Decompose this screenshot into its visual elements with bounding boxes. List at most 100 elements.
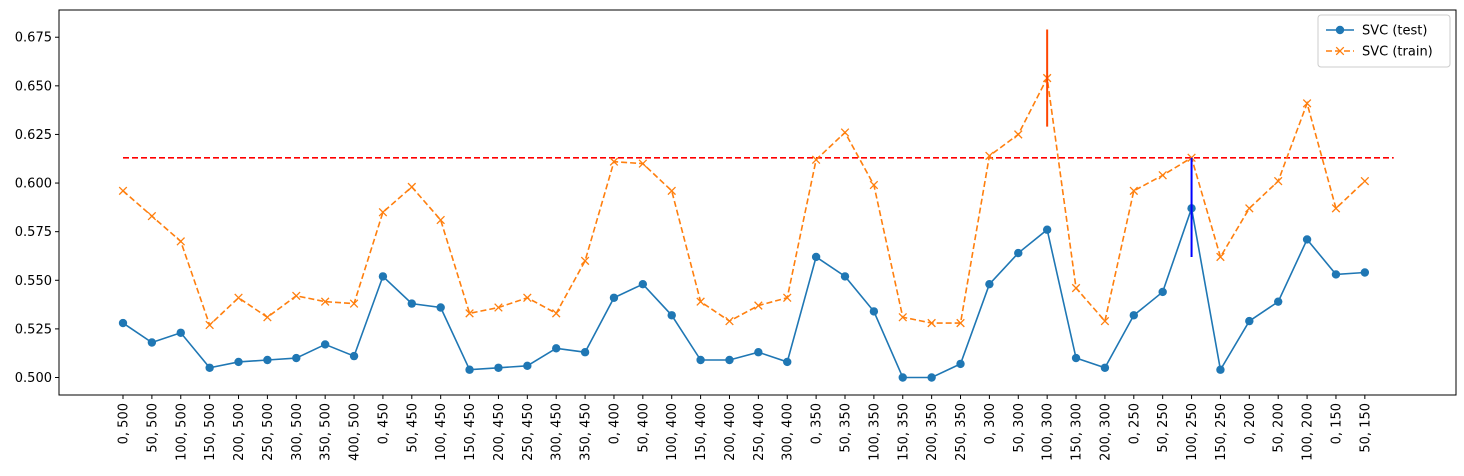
x-tick-label: 100, 250	[1185, 403, 1200, 461]
series-1-point	[667, 311, 676, 320]
x-marker-stroke	[176, 237, 186, 246]
x-marker-stroke	[320, 297, 330, 306]
x-marker-stroke	[263, 312, 272, 322]
legend-marker-1	[1335, 25, 1345, 35]
series-2-point	[378, 207, 388, 217]
series-2-point	[1331, 204, 1341, 213]
x-marker-stroke	[1360, 176, 1370, 186]
series-2-point	[811, 155, 821, 164]
series-1-point	[1302, 235, 1312, 244]
x-tick-label: 0, 150	[1329, 403, 1344, 444]
y-tick-label: 0.500	[15, 371, 52, 386]
x-marker-stroke	[696, 297, 705, 306]
y-tick-label: 0.575	[15, 225, 52, 240]
x-tick-label: 200, 450	[492, 403, 507, 461]
series-2-point	[234, 293, 243, 303]
y-tick-label: 0.625	[15, 128, 52, 143]
series-1-point	[436, 303, 445, 312]
series-1-point	[1100, 363, 1110, 372]
series-2-point	[1014, 130, 1023, 139]
x-marker-stroke	[465, 309, 474, 318]
series-2-point	[494, 303, 503, 312]
series-1-point	[696, 355, 705, 365]
x-marker-stroke	[754, 301, 763, 310]
x-tick-label: 50, 150	[1358, 403, 1373, 453]
y-tick-label: 0.600	[15, 177, 52, 192]
series-1-point	[783, 357, 792, 367]
series-2-point	[667, 186, 676, 196]
series-1-point	[609, 293, 619, 302]
x-tick-label: 350, 500	[319, 403, 334, 461]
x-tick-label: 0, 450	[376, 403, 391, 444]
series-1-point	[1331, 270, 1341, 279]
x-tick-label: 150, 350	[896, 403, 911, 461]
x-marker-stroke	[407, 182, 417, 192]
x-marker-stroke	[234, 293, 243, 303]
series-1-point	[956, 359, 965, 369]
series-1-point	[1042, 225, 1052, 234]
x-tick-label: 100, 450	[434, 403, 449, 461]
series-2-point	[696, 297, 705, 306]
x-tick-label: 150, 450	[463, 403, 478, 461]
x-tick-label: 50, 350	[839, 403, 854, 453]
series-1-point	[494, 363, 503, 372]
x-marker-stroke	[1216, 252, 1225, 262]
series-2-point	[1100, 316, 1110, 326]
x-tick-label: 250, 450	[521, 403, 536, 461]
series-1-point	[985, 279, 994, 289]
series-2-point	[551, 309, 561, 318]
y-tick-label: 0.675	[15, 31, 52, 46]
legend: SVC (test) SVC (train)	[1317, 14, 1451, 68]
x-tick-label: 100, 400	[665, 403, 680, 461]
series-1-point	[725, 355, 734, 365]
x-tick-label: 0, 250	[1127, 403, 1142, 444]
x-tick-label: 0, 500	[117, 403, 132, 444]
series-2-point	[118, 186, 128, 196]
legend-box	[1317, 14, 1451, 68]
x-tick-label: 100, 200	[1301, 403, 1316, 461]
x-marker-stroke	[927, 318, 936, 328]
x-marker-stroke	[667, 186, 676, 196]
x-tick-label: 400, 500	[348, 403, 363, 461]
x-tick-label: 150, 250	[1214, 403, 1229, 461]
series-1-point	[552, 344, 561, 353]
series-2-point	[1302, 99, 1312, 108]
series-line-2	[122, 75, 1366, 327]
axes: 0.500 0.525 0.550 0.575 0.600 0.625 0.650 0.675…	[15, 9, 1457, 461]
x-marker-stroke	[869, 180, 879, 190]
series-1-point	[378, 272, 388, 281]
series-2-point	[754, 301, 763, 310]
x-marker-stroke	[638, 159, 648, 168]
series-1-point	[754, 348, 763, 357]
x-marker-stroke	[378, 207, 388, 217]
x-tick-label: 100, 350	[867, 403, 882, 461]
series-1-point	[320, 340, 330, 349]
x-tick-label: 0, 200	[1243, 403, 1258, 444]
series-2-point	[176, 237, 186, 246]
series-1-point	[349, 351, 359, 361]
series-1-point	[263, 355, 272, 365]
series-1-point	[147, 338, 157, 347]
series-1-point	[205, 363, 214, 372]
x-marker-stroke	[551, 309, 561, 318]
x-marker-stroke	[1335, 46, 1345, 56]
x-marker-stroke	[147, 211, 157, 221]
x-tick-label: 0, 350	[810, 403, 825, 444]
series-2-point	[1245, 204, 1254, 213]
series-1-point	[1216, 365, 1225, 374]
series-2-point	[782, 293, 792, 303]
series-2-point	[898, 312, 908, 322]
x-marker-stroke	[349, 299, 359, 308]
x-tick-label: 50, 300	[1012, 403, 1027, 453]
x-tick-label: 200, 300	[1098, 403, 1113, 461]
series-1-point	[407, 299, 416, 308]
series-line-1	[122, 205, 1365, 379]
series-1-point	[118, 318, 128, 328]
series-1-point	[176, 328, 185, 337]
x-marker-stroke	[840, 128, 850, 137]
series-1-point	[1014, 248, 1023, 258]
x-tick-label: 200, 350	[925, 403, 940, 461]
series-1-point	[292, 353, 301, 363]
y-tick-label: 0.525	[15, 322, 52, 337]
x-tick-label: 50, 500	[145, 403, 160, 453]
